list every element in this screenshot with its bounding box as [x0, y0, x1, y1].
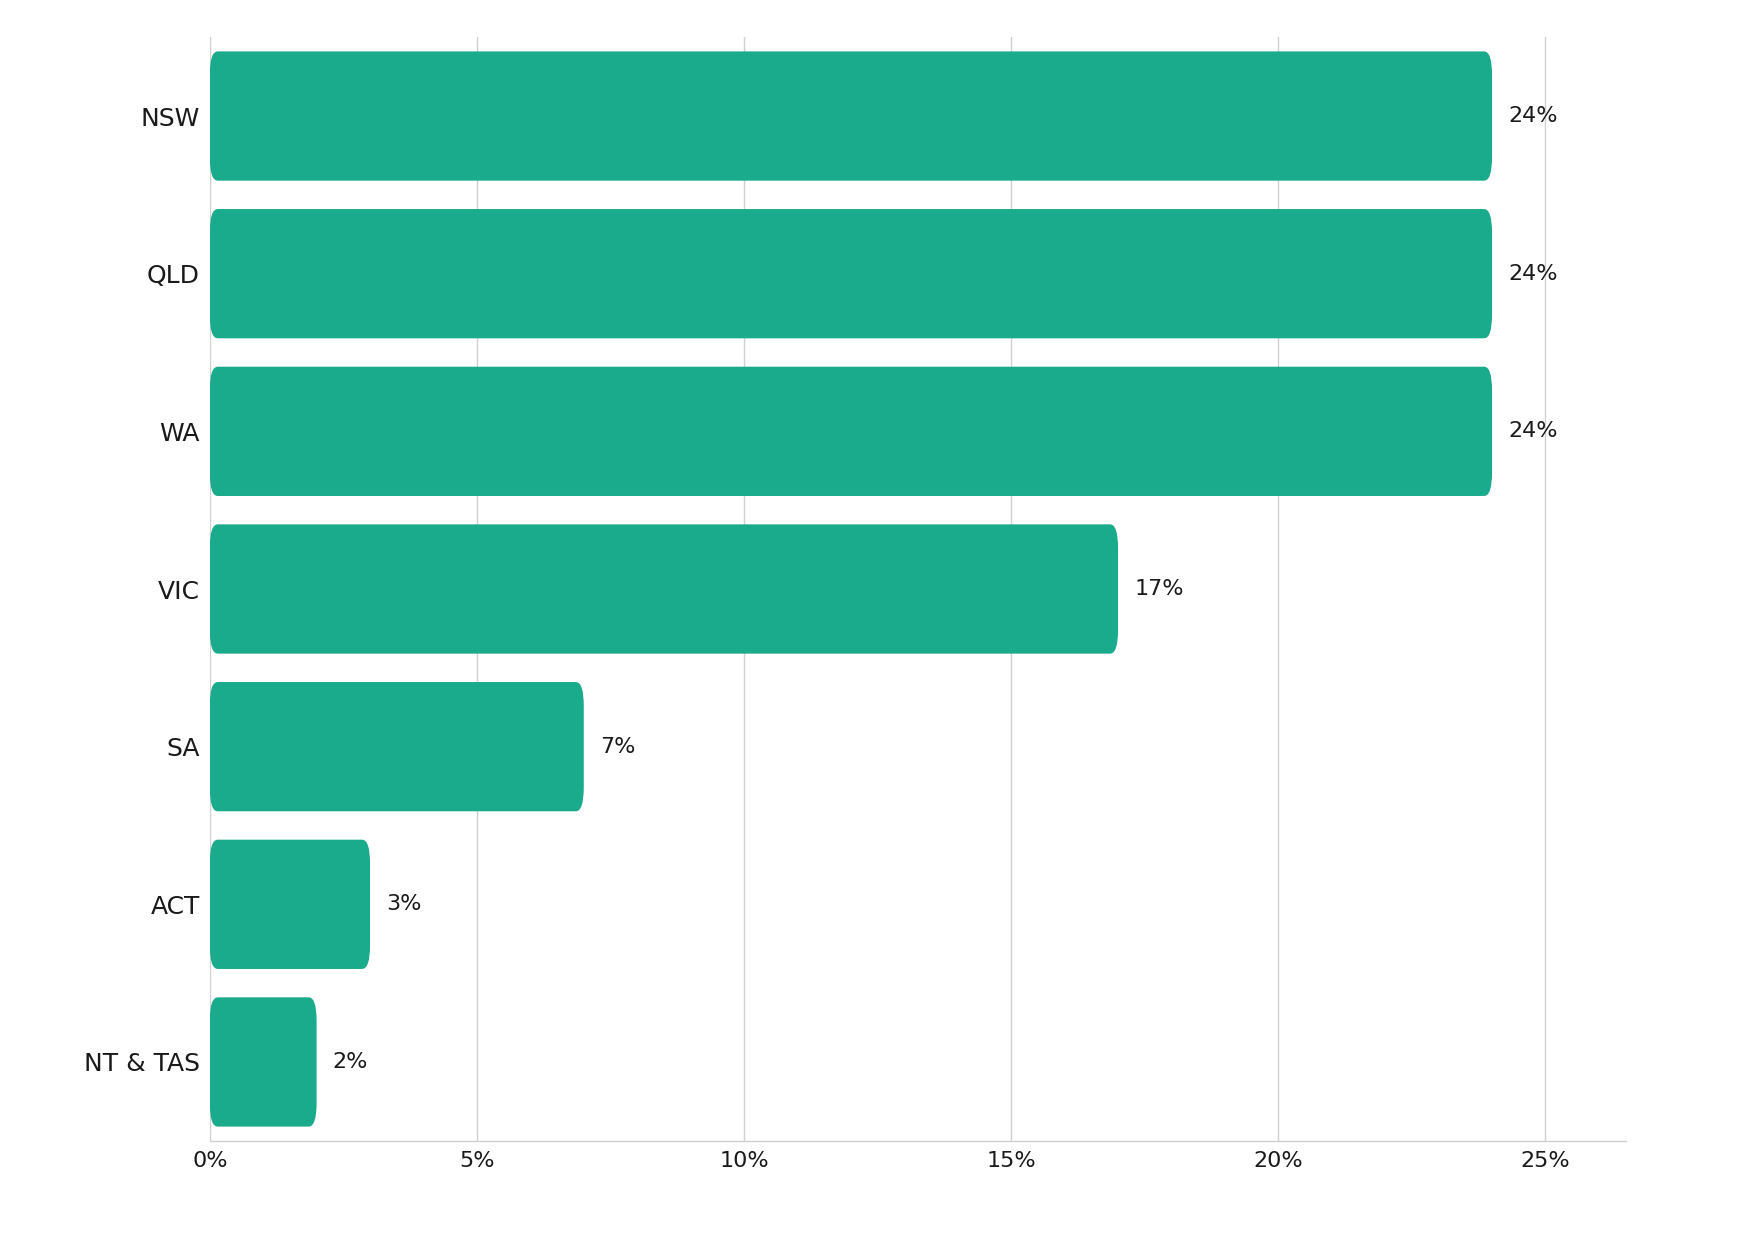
FancyBboxPatch shape: [210, 997, 316, 1127]
FancyBboxPatch shape: [210, 525, 1119, 653]
Text: 7%: 7%: [600, 737, 635, 756]
Text: 3%: 3%: [386, 894, 421, 914]
FancyBboxPatch shape: [210, 839, 371, 968]
Text: 17%: 17%: [1134, 579, 1183, 599]
FancyBboxPatch shape: [210, 51, 1493, 181]
Text: 2%: 2%: [332, 1052, 369, 1071]
FancyBboxPatch shape: [210, 682, 584, 811]
Text: 24%: 24%: [1509, 422, 1557, 441]
Text: 24%: 24%: [1509, 264, 1557, 284]
Text: 24%: 24%: [1509, 107, 1557, 126]
FancyBboxPatch shape: [210, 367, 1493, 496]
FancyBboxPatch shape: [210, 210, 1493, 339]
